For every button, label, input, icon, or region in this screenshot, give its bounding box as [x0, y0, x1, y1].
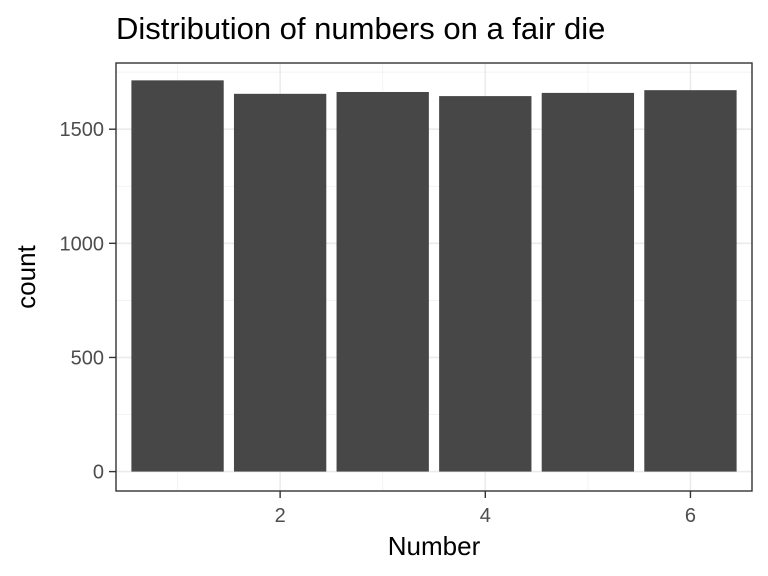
- plot-panel-border: [115, 62, 753, 492]
- chart-title: Distribution of numbers on a fair die: [116, 11, 605, 46]
- x-tick-label: 6: [685, 505, 696, 527]
- x-tick-label: 2: [275, 505, 286, 527]
- bar-2: [233, 93, 327, 472]
- bar-3: [336, 91, 429, 472]
- y-tick-label: 0: [93, 462, 104, 484]
- y-tick-label: 1500: [60, 119, 105, 141]
- axis-tick-labels: 0 500 1000 1500 2 4 6: [60, 119, 697, 527]
- bar-4: [439, 96, 532, 472]
- bars: [131, 80, 737, 472]
- bar-1: [131, 80, 224, 472]
- bar-5: [541, 92, 635, 472]
- bar-6: [644, 90, 737, 472]
- y-tick-label: 500: [71, 347, 104, 369]
- x-tick-label: 4: [480, 505, 491, 527]
- y-axis-title: count: [11, 244, 41, 308]
- axis-ticks: [109, 128, 692, 498]
- x-axis-title: Number: [388, 531, 481, 561]
- y-tick-label: 1000: [60, 233, 105, 255]
